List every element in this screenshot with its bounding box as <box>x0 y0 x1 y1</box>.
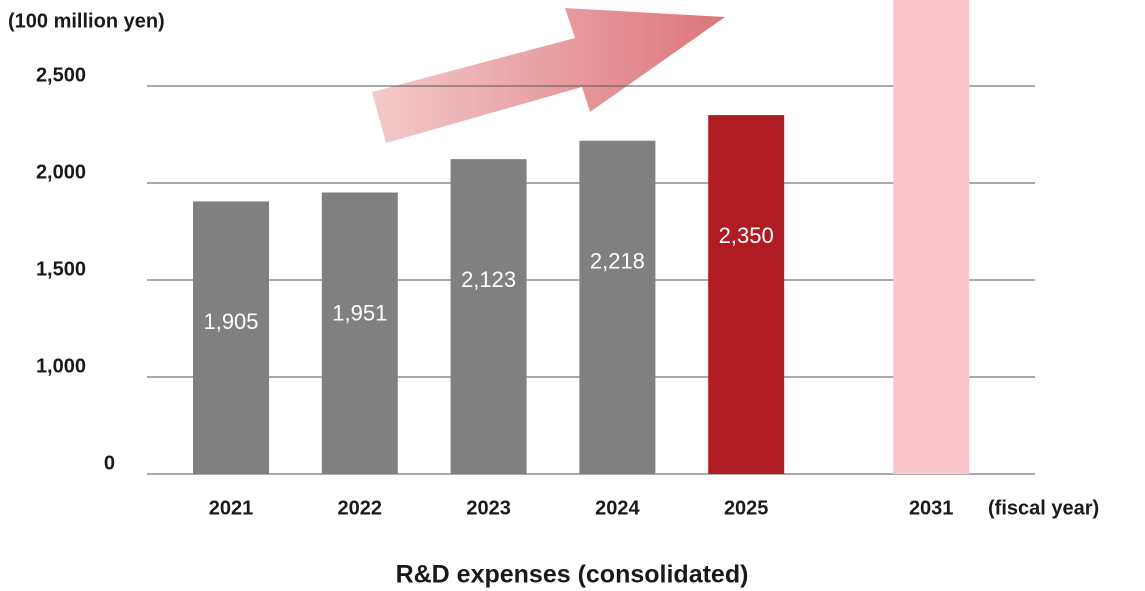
value-label: 2,350 <box>719 223 774 248</box>
y-tick-label: 1,500 <box>36 258 86 280</box>
bar <box>193 201 269 474</box>
y-tick-label: 1,000 <box>36 355 86 377</box>
labels: 0 1,000 1,500 2,000 2,500 2021 1,905 2022 1,951 2… <box>36 64 954 519</box>
y-tick-label: 0 <box>104 452 115 474</box>
x-tick-label: 2021 <box>209 497 254 519</box>
x-tick-label: 2023 <box>466 497 511 519</box>
y-axis-label: (100 million yen) <box>8 10 165 32</box>
bars <box>193 0 970 474</box>
x-tick-label: 2022 <box>338 497 383 519</box>
y-tick-label: 2,000 <box>36 161 86 183</box>
value-label: 1,905 <box>203 309 258 334</box>
bar <box>450 159 527 474</box>
x-tick-label: 2031 <box>909 497 954 519</box>
bar <box>579 140 656 474</box>
trend-arrow <box>372 8 725 143</box>
x-axis-label: (fiscal year) <box>988 497 1099 519</box>
bar <box>321 192 398 474</box>
value-label: 2,218 <box>590 249 645 274</box>
x-tick-label: 2025 <box>724 497 769 519</box>
x-tick-label: 2024 <box>595 497 640 519</box>
bar <box>708 115 785 474</box>
value-label: 1,951 <box>332 300 387 325</box>
bar <box>893 0 970 474</box>
chart-title: R&D expenses (consolidated) <box>396 561 749 589</box>
value-label: 2,123 <box>461 267 516 292</box>
y-tick-label: 2,500 <box>36 64 86 86</box>
